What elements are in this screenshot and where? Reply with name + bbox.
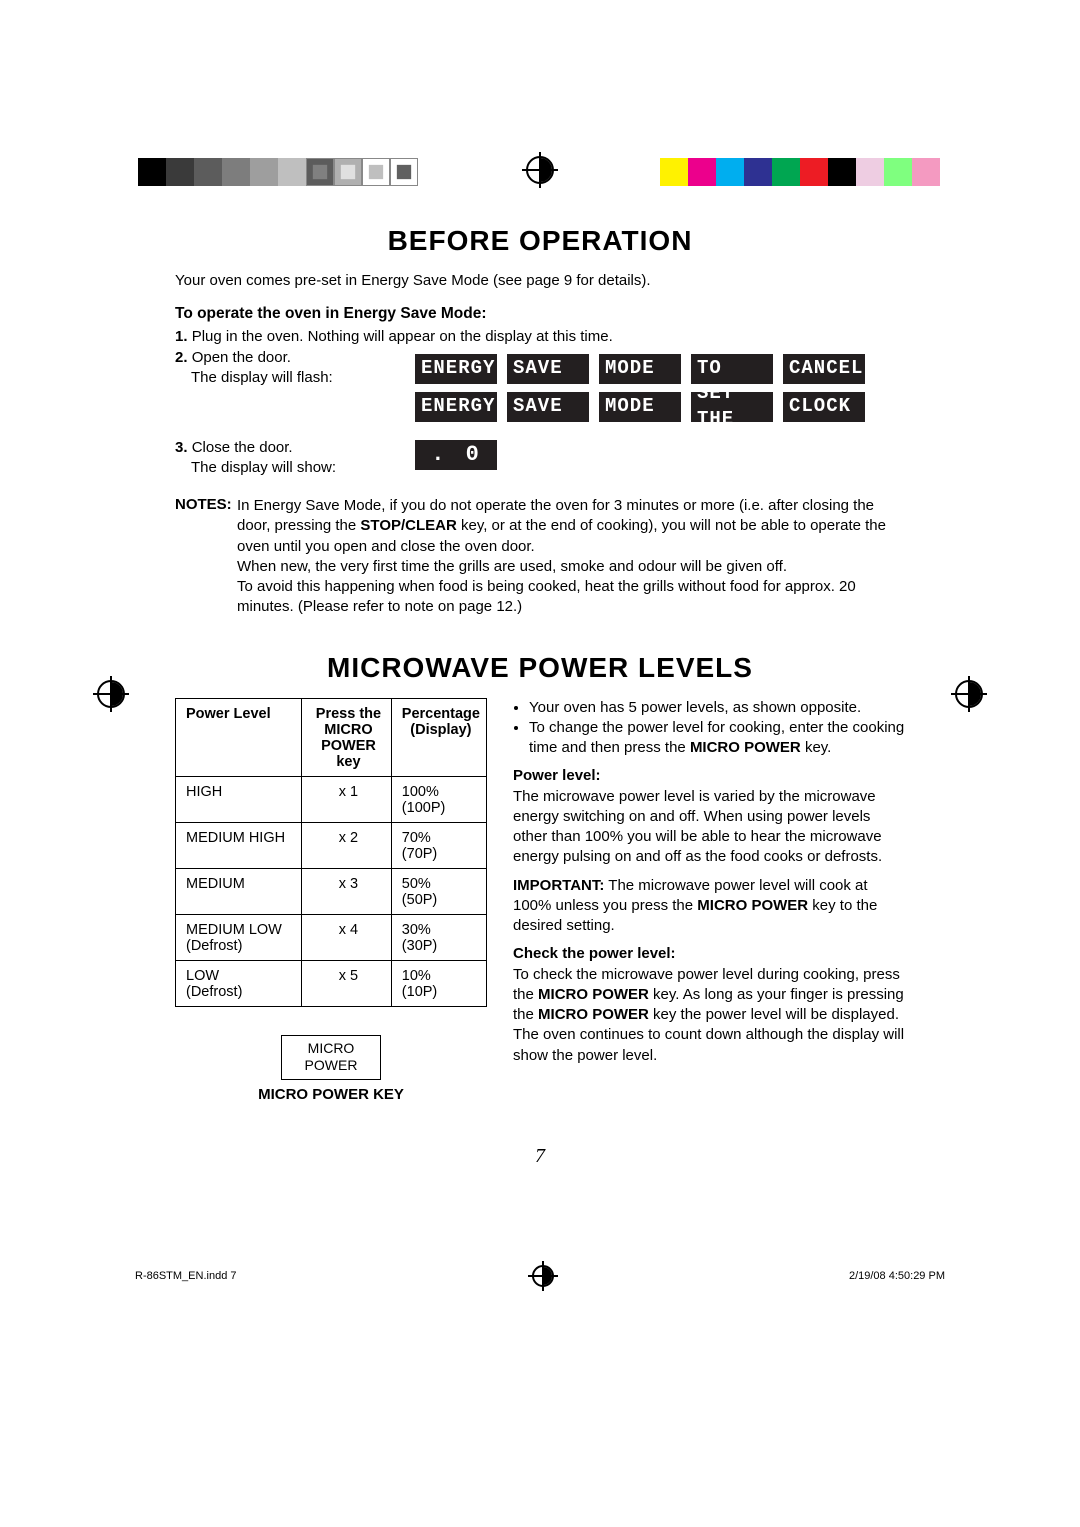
lcd-small: . 0 [413, 438, 499, 472]
list-item: Your oven has 5 power levels, as shown o… [529, 698, 905, 718]
table-header: Press theMICROPOWER key [302, 698, 392, 776]
lcd-cell: ENERGY [413, 390, 499, 424]
lcd-cell: CLOCK [781, 390, 867, 424]
lcd-cell: CANCEL [781, 352, 867, 386]
registration-center-bottom [532, 1265, 554, 1287]
table-row: MEDIUM HIGHx 270%(70P) [176, 822, 487, 868]
footer-right: 2/19/08 4:50:29 PM [849, 1270, 945, 1282]
section2-title: MICROWAVE POWER LEVELS [175, 652, 905, 684]
page-number: 7 [175, 1145, 905, 1168]
step-2: 2. Open the door. The display will flash… [175, 348, 905, 428]
micro-power-badge: MICRO POWER [281, 1035, 381, 1080]
lcd-cell: SET THE [689, 390, 775, 424]
list-item: To change the power level for cooking, e… [529, 718, 905, 759]
lcd-cell: SAVE [505, 390, 591, 424]
power-level-heading: Power level: [513, 767, 601, 784]
notes-text: In Energy Save Mode, if you do not opera… [237, 496, 905, 618]
important-text: IMPORTANT: The microwave power level wil… [513, 876, 905, 937]
table-row: MEDIUM LOW(Defrost)x 430%(30P) [176, 914, 487, 960]
table-header: Power Level [176, 698, 302, 776]
lcd-row-1: ENERGYSAVEMODETOCANCEL [413, 352, 867, 386]
registration-side-left [97, 680, 125, 708]
notes-label: NOTES: [175, 496, 237, 618]
registration-right [660, 158, 940, 186]
print-footer: R-86STM_EN.indd 7 2/19/08 4:50:29 PM [135, 1265, 945, 1287]
power-level-text: The microwave power level is varied by t… [513, 788, 882, 866]
lcd-row-2: ENERGYSAVEMODESET THECLOCK [413, 390, 867, 424]
power-table: Power LevelPress theMICROPOWER keyPercen… [175, 698, 487, 1007]
lcd-cell: MODE [597, 352, 683, 386]
table-row: LOW(Defrost)x 510%(10P) [176, 960, 487, 1006]
step-3: 3. Close the door. The display will show… [175, 438, 905, 479]
table-row: MEDIUMx 350%(50P) [176, 868, 487, 914]
registration-left [138, 158, 418, 186]
table-row: HIGHx 1100%(100P) [176, 776, 487, 822]
footer-left: R-86STM_EN.indd 7 [135, 1270, 237, 1282]
lcd-cell: SAVE [505, 352, 591, 386]
section1-intro: Your oven comes pre-set in Energy Save M… [175, 271, 905, 291]
lcd-cell: MODE [597, 390, 683, 424]
section1-title: BEFORE OPERATION [175, 225, 905, 257]
micro-power-key-label: MICRO POWER KEY [175, 1086, 487, 1103]
registration-side-right [955, 680, 983, 708]
check-heading: Check the power level: [513, 945, 676, 962]
power-bullets: Your oven has 5 power levels, as shown o… [513, 698, 905, 759]
lcd-cell: ENERGY [413, 352, 499, 386]
table-header: Percentage(Display) [391, 698, 486, 776]
check-text: To check the microwave power level durin… [513, 966, 904, 1064]
operate-heading: To operate the oven in Energy Save Mode: [175, 305, 905, 323]
step-1: 1. Plug in the oven. Nothing will appear… [175, 327, 905, 347]
registration-center-top [526, 156, 554, 184]
